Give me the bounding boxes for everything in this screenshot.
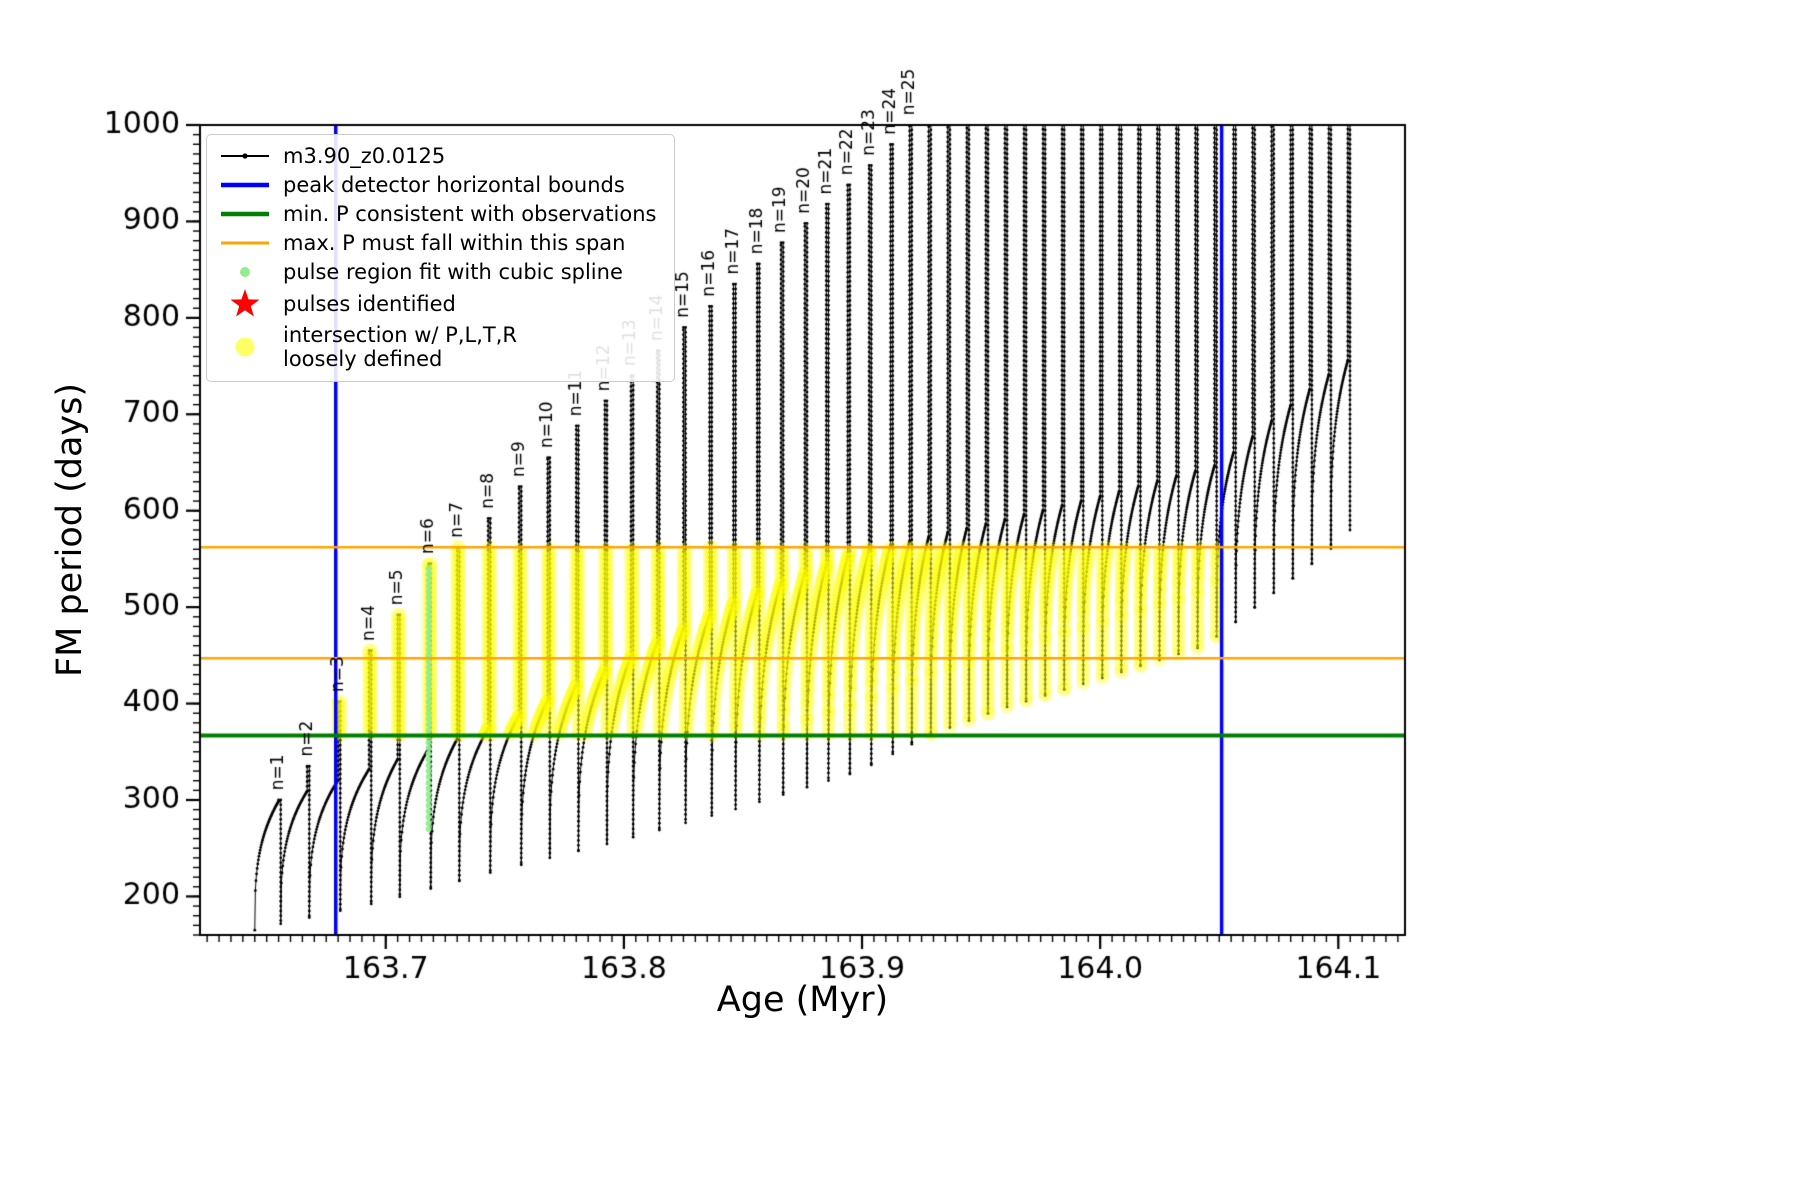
legend-item-pulse-fit: pulse region fit with cubic spline <box>217 259 656 285</box>
orange-line-icon <box>217 230 273 256</box>
legend-item-series: m3.90_z0.0125 <box>217 143 656 169</box>
legend-label-series: m3.90_z0.0125 <box>283 143 446 168</box>
legend-label-vlines: peak detector horizontal bounds <box>283 172 625 197</box>
legend-item-pulses-identified: pulses identified <box>217 288 656 320</box>
red-star-icon <box>217 288 273 320</box>
legend-label-pulses-identified: pulses identified <box>283 291 456 316</box>
legend-label-pulse-fit: pulse region fit with cubic spline <box>283 259 623 284</box>
legend: m3.90_z0.0125 peak detector horizontal b… <box>206 134 676 383</box>
legend-label-intersection-line1: intersection w/ P,L,T,R <box>283 323 517 347</box>
green-line-icon <box>217 201 273 227</box>
legend-item-intersection: intersection w/ P,L,T,R loosely defined <box>217 323 656 371</box>
legend-label-hline-min: min. P consistent with observations <box>283 201 657 226</box>
legend-item-hline-min: min. P consistent with observations <box>217 201 656 227</box>
blue-line-icon <box>217 172 273 198</box>
legend-label-hlines-span: max. P must fall within this span <box>283 230 626 255</box>
legend-label-intersection-line2: loosely defined <box>283 347 443 372</box>
line-dot-marker-icon <box>217 143 273 169</box>
legend-item-vlines: peak detector horizontal bounds <box>217 172 656 198</box>
legend-label-intersection: intersection w/ P,L,T,R loosely defined <box>283 323 517 371</box>
yellow-circle-icon <box>217 332 273 362</box>
green-dot-icon <box>217 259 273 285</box>
x-axis-label: Age (Myr) <box>716 980 889 1020</box>
legend-item-hlines-span: max. P must fall within this span <box>217 230 656 256</box>
y-axis-label: FM period (days) <box>50 383 90 677</box>
